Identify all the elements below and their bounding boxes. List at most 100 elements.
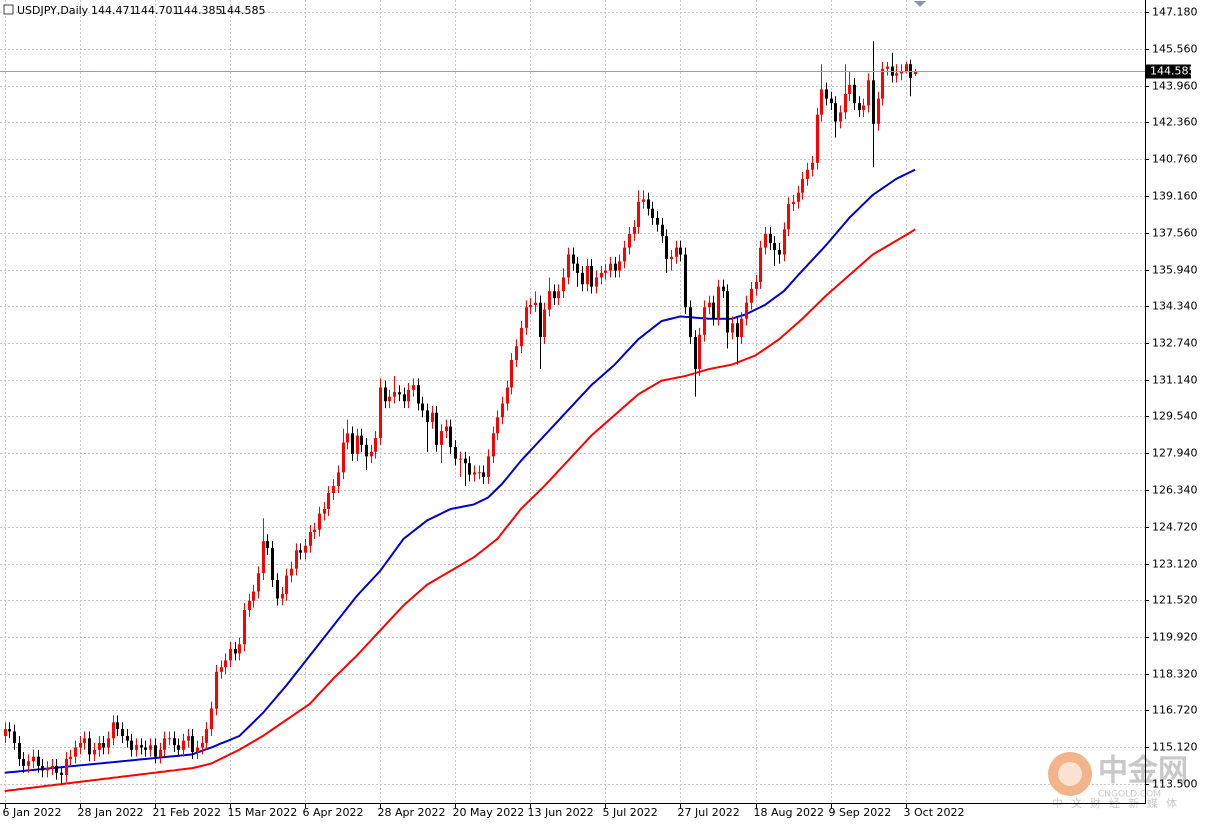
candle-body xyxy=(365,444,368,457)
candle-body xyxy=(515,346,518,360)
header-icon xyxy=(3,4,14,15)
candle-body xyxy=(210,708,213,730)
candle-body xyxy=(736,323,739,338)
candle-body xyxy=(88,738,91,755)
candle-body xyxy=(492,433,495,457)
y-tick-label: 115.120 xyxy=(1152,741,1198,754)
candle-body xyxy=(665,236,668,260)
candle-body xyxy=(792,201,795,205)
y-tick-label: 118.320 xyxy=(1152,668,1198,681)
candle-body xyxy=(816,114,819,163)
x-tick-label: 21 Feb 2022 xyxy=(153,806,221,819)
y-tick-label: 129.540 xyxy=(1152,410,1198,423)
candle-body xyxy=(661,224,664,237)
candle-body xyxy=(778,249,781,255)
candle-body xyxy=(886,66,889,69)
candle-body xyxy=(163,738,166,750)
candles xyxy=(4,41,917,785)
candle-body xyxy=(74,747,77,757)
candle-body xyxy=(435,412,438,445)
candle-body xyxy=(281,593,284,599)
candle-body xyxy=(318,513,321,530)
candle-body xyxy=(848,84,851,95)
candle-body xyxy=(266,541,269,549)
candle-body xyxy=(407,389,410,402)
candle-body xyxy=(393,392,396,397)
candle-body xyxy=(224,660,227,668)
candle-body xyxy=(173,738,176,746)
shift-marker xyxy=(914,1,926,7)
candle-body xyxy=(379,387,382,438)
candle-body xyxy=(140,745,143,748)
x-tick-label: 15 Mar 2022 xyxy=(228,806,298,819)
candle-body xyxy=(548,291,551,310)
candle-body xyxy=(787,204,790,230)
candle-body xyxy=(651,208,654,218)
candle-body xyxy=(717,286,720,319)
candle-body xyxy=(731,323,734,333)
y-tick-label: 119.920 xyxy=(1152,631,1198,644)
candle-body xyxy=(196,747,199,753)
candle-body xyxy=(881,68,884,99)
y-tick-label: 140.760 xyxy=(1152,153,1198,166)
candle-body xyxy=(98,742,101,750)
candle-body xyxy=(830,98,833,104)
candle-body xyxy=(116,722,119,730)
candle-body xyxy=(337,472,340,487)
candle-body xyxy=(586,265,589,285)
candle-body xyxy=(304,545,307,553)
candle-body xyxy=(539,302,542,338)
candle-body xyxy=(454,447,457,459)
candle-body xyxy=(567,254,570,278)
candle-body xyxy=(623,247,626,262)
y-tick-label: 113.500 xyxy=(1152,778,1198,791)
candle-body xyxy=(529,304,532,308)
candle-body xyxy=(895,73,898,76)
candle-body xyxy=(276,580,279,599)
candle-body xyxy=(55,765,58,773)
candle-body xyxy=(637,201,640,228)
x-tick-label: 9 Sep 2022 xyxy=(829,806,892,819)
current-price-box xyxy=(1146,64,1191,79)
candle-body xyxy=(726,291,729,333)
candle-body xyxy=(8,729,11,732)
candle-body xyxy=(351,433,354,455)
candle-body xyxy=(69,756,72,759)
ohlc-low: 144.385 xyxy=(177,4,223,17)
candle-body xyxy=(79,742,82,748)
x-tick-label: 18 Aug 2022 xyxy=(754,806,824,819)
ohlc-close: 144.585 xyxy=(220,4,266,17)
candle-body xyxy=(144,747,147,750)
candle-body xyxy=(51,765,54,769)
candle-body xyxy=(506,387,509,404)
candle-body xyxy=(468,463,471,475)
candle-body xyxy=(459,458,462,460)
candle-body xyxy=(121,729,124,737)
candle-body xyxy=(149,745,152,750)
candle-body xyxy=(93,749,96,755)
candle-body xyxy=(525,307,528,328)
candle-body xyxy=(205,729,208,743)
candle-body xyxy=(370,451,373,457)
candle-body xyxy=(745,302,748,319)
chart-title: USDJPY,Daily xyxy=(17,4,89,17)
candle-body xyxy=(248,600,251,610)
candle-body xyxy=(618,261,621,271)
candle-body xyxy=(60,772,63,776)
candle-body xyxy=(234,648,237,654)
candle-body xyxy=(431,412,434,422)
candle-body xyxy=(346,433,349,443)
candle-body xyxy=(295,550,298,569)
candle-body xyxy=(83,738,86,743)
y-tick-label: 143.960 xyxy=(1152,80,1198,93)
candle-body xyxy=(510,359,513,388)
candle-body xyxy=(13,731,16,743)
x-tick-label: 13 Jun 2022 xyxy=(528,806,594,819)
candle-body xyxy=(708,302,711,308)
candle-body xyxy=(834,103,837,122)
candle-body xyxy=(534,302,537,305)
candle-body xyxy=(417,385,420,404)
candle-body xyxy=(703,307,706,335)
